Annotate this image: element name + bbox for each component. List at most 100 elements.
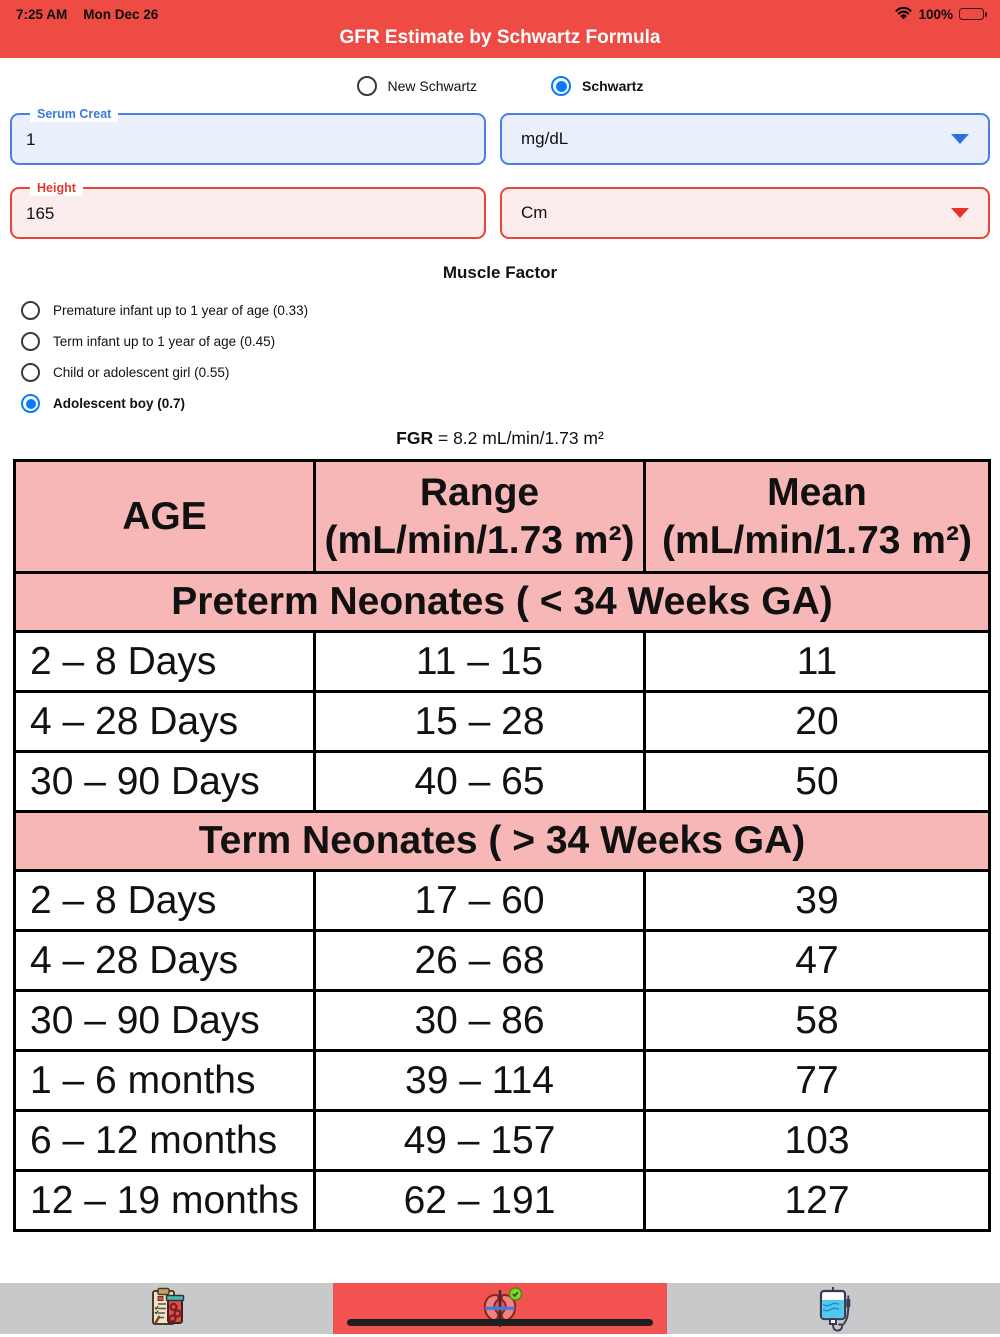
table-row: 30 – 90 Days 40 – 65 50 [13,750,991,813]
chevron-down-icon [951,208,969,218]
radio-circle-icon [21,363,40,382]
age-cell: 4 – 28 Days [13,929,316,992]
serum-creat-unit-select[interactable]: mg/dL [500,113,990,165]
gfr-table-body: Preterm Neonates ( < 34 Weeks GA) 2 – 8 D… [13,571,991,1232]
mean-cell: 47 [643,929,991,992]
height-label: Height [30,180,83,197]
age-cell: 2 – 8 Days [13,630,316,693]
tab-gfr-calculator[interactable] [333,1283,667,1335]
tab-iv-fluids[interactable] [667,1283,1000,1334]
radio-child-girl[interactable]: Child or adolescent girl (0.55) [21,357,1000,388]
age-cell: 30 – 90 Days [13,750,316,813]
gfr-result-label: FGR [396,428,434,448]
age-cell: 2 – 8 Days [13,869,316,932]
tab-lab-report[interactable] [0,1283,333,1334]
range-cell: 17 – 60 [313,869,646,932]
range-cell: 40 – 65 [313,750,646,813]
battery-icon [959,8,987,20]
serum-creat-value: 1 [26,130,36,149]
radio-term-infant[interactable]: Term infant up to 1 year of age (0.45) [21,326,1000,357]
mean-cell: 103 [643,1109,991,1172]
range-cell: 11 – 15 [313,630,646,693]
age-cell: 4 – 28 Days [13,690,316,753]
range-cell: 49 – 157 [313,1109,646,1172]
page-title: GFR Estimate by Schwartz Formula [339,27,661,48]
radio-label: Schwartz [582,78,644,94]
range-cell: 30 – 86 [313,989,646,1052]
serum-creat-unit-value: mg/dL [521,129,569,148]
range-cell: 39 – 114 [313,1049,646,1112]
height-row: Height 165 Cm [10,180,990,239]
mean-cell: 50 [643,750,991,813]
radio-schwartz[interactable]: Schwartz [551,76,643,96]
table-row: 30 – 90 Days 30 – 86 58 [13,989,991,1052]
wifi-icon [895,6,913,22]
table-row: 4 – 28 Days 26 – 68 47 [13,929,991,992]
table-section-title: Term Neonates ( > 34 Weeks GA) [13,810,991,872]
gfr-reference-table: AGE Range (mL/min/1.73 m²) Mean (mL/min/… [13,459,991,1232]
lab-report-icon [146,1286,188,1336]
age-cell: 1 – 6 months [13,1049,316,1112]
home-indicator[interactable] [346,1319,653,1326]
table-row: 1 – 6 months 39 – 114 77 [13,1049,991,1112]
radio-label: Adolescent boy (0.7) [53,396,186,411]
mean-cell: 20 [643,690,991,753]
tab-bar [0,1283,1000,1334]
nav-bar: GFR Estimate by Schwartz Formula [0,26,1000,58]
status-date: Mon Dec 26 [83,6,159,22]
radio-circle-icon [21,332,40,351]
kidney-check-icon [477,1286,523,1335]
table-row: 6 – 12 months 49 – 157 103 [13,1109,991,1172]
radio-circle-icon [21,394,40,413]
radio-label: Premature infant up to 1 year of age (0.… [53,303,309,318]
age-cell: 12 – 19 months [13,1169,316,1232]
table-row: 12 – 19 months 62 – 191 127 [13,1169,991,1232]
muscle-factor-heading: Muscle Factor [442,263,558,282]
chevron-down-icon [951,134,969,144]
range-column-header: Range (mL/min/1.73 m²) [313,459,646,574]
gfr-result-value: = 8.2 mL/min/1.73 m² [433,428,604,448]
radio-label: Child or adolescent girl (0.55) [53,365,230,380]
top-red-area: 7:25 AM Mon Dec 26 100% GFR Estimate by … [0,0,1000,58]
height-unit-select[interactable]: Cm [500,187,990,239]
radio-premature-infant[interactable]: Premature infant up to 1 year of age (0.… [21,295,1000,326]
age-column-header: AGE [13,459,316,574]
mean-cell: 39 [643,869,991,932]
table-section-row: Preterm Neonates ( < 34 Weeks GA) [13,571,991,633]
radio-circle-icon [21,301,40,320]
radio-label: Term infant up to 1 year of age (0.45) [53,334,276,349]
age-cell: 6 – 12 months [13,1109,316,1172]
table-header-row: AGE Range (mL/min/1.73 m²) Mean (mL/min/… [13,459,991,574]
radio-circle-icon [551,76,571,96]
range-cell: 62 – 191 [313,1169,646,1232]
mean-column-header: Mean (mL/min/1.73 m²) [643,459,991,574]
table-section-title: Preterm Neonates ( < 34 Weeks GA) [13,571,991,633]
radio-circle-icon [356,76,377,96]
range-cell: 26 – 68 [313,929,646,992]
battery-percent: 100% [918,6,953,22]
radio-adolescent-boy[interactable]: Adolescent boy (0.7) [21,388,1000,419]
muscle-factor-group: Premature infant up to 1 year of age (0.… [21,295,1000,419]
table-row: 2 – 8 Days 17 – 60 39 [13,869,991,932]
iv-bag-icon [813,1286,853,1337]
mean-cell: 77 [643,1049,991,1112]
range-cell: 15 – 28 [313,690,646,753]
status-bar: 7:25 AM Mon Dec 26 100% [0,0,1000,26]
height-value: 165 [26,204,55,223]
height-unit-value: Cm [521,203,548,222]
status-time: 7:25 AM [16,6,68,22]
radio-label: New Schwartz [387,78,477,94]
gfr-result: FGR = 8.2 mL/min/1.73 m² [0,428,1000,449]
mean-cell: 58 [643,989,991,1052]
serum-creat-field[interactable]: Serum Creat 1 [10,106,486,165]
table-row: 2 – 8 Days 11 – 15 11 [13,630,991,693]
table-row: 4 – 28 Days 15 – 28 20 [13,690,991,753]
mean-cell: 127 [643,1169,991,1232]
serum-creat-row: Serum Creat 1 mg/dL [10,106,990,165]
age-cell: 30 – 90 Days [13,989,316,1052]
height-field[interactable]: Height 165 [10,180,486,239]
mean-cell: 11 [643,630,991,693]
formula-toggle-group: New Schwartz Schwartz [0,76,1000,96]
radio-new-schwartz[interactable]: New Schwartz [356,76,477,96]
serum-creat-label: Serum Creat [30,106,119,123]
